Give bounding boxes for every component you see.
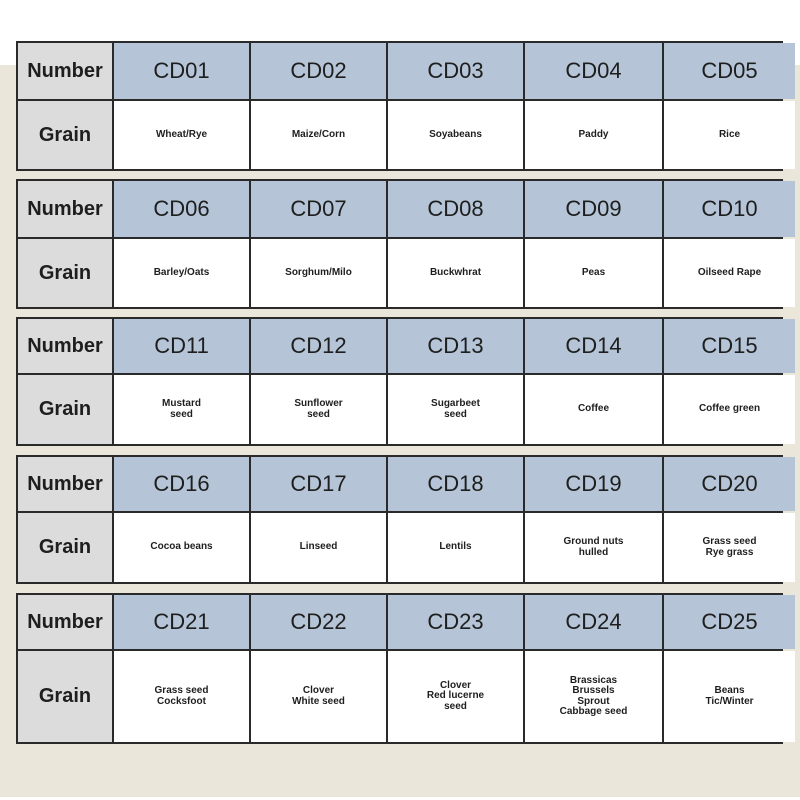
table-block: Number CD16 CD17 CD18 CD19 CD20 Grain Cocoa bea… (16, 455, 795, 584)
code-cell: CD16 (114, 457, 249, 511)
grain-cell: Soyabeans (388, 101, 523, 169)
grain-cell: Coffee (525, 375, 662, 444)
table-block: Number CD11 CD12 CD13 CD14 CD15 Grain Mustard s… (16, 317, 795, 446)
grain-cell: Beans Tic/Winter (664, 651, 795, 742)
grain-cell: Buckwhrat (388, 239, 523, 307)
grain-cell: Rice (664, 101, 795, 169)
grain-cell: Clover White seed (251, 651, 386, 742)
grain-cell: Cocoa beans (114, 513, 249, 582)
grain-cell: Grass seed Cocksfoot (114, 651, 249, 742)
grain-cell: Sugarbeet seed (388, 375, 523, 444)
grain-cell: Wheat/Rye (114, 101, 249, 169)
grain-cell: Linseed (251, 513, 386, 582)
code-cell: CD17 (251, 457, 386, 511)
grain-cell: Mustard seed (114, 375, 249, 444)
code-cell: CD14 (525, 319, 662, 373)
row-label: Grain (18, 101, 112, 169)
code-cell: CD18 (388, 457, 523, 511)
code-cell: CD07 (251, 181, 386, 237)
code-cell: CD12 (251, 319, 386, 373)
grain-cell: Brassicas Brussels Sprout Cabbage seed (525, 651, 662, 742)
row-label: Number (18, 43, 112, 99)
grain-cell: Coffee green (664, 375, 795, 444)
code-cell: CD03 (388, 43, 523, 99)
code-cell: CD19 (525, 457, 662, 511)
code-cell: CD13 (388, 319, 523, 373)
row-label: Grain (18, 651, 112, 742)
code-cell: CD20 (664, 457, 795, 511)
code-cell: CD04 (525, 43, 662, 99)
row-label: Grain (18, 375, 112, 444)
grain-cell: Peas (525, 239, 662, 307)
grain-cell: Barley/Oats (114, 239, 249, 307)
grain-cell: Clover Red lucerne seed (388, 651, 523, 742)
row-label: Number (18, 595, 112, 649)
code-cell: CD21 (114, 595, 249, 649)
code-cell: CD22 (251, 595, 386, 649)
code-cell: CD15 (664, 319, 795, 373)
code-cell: CD25 (664, 595, 795, 649)
row-label: Number (18, 457, 112, 511)
grain-cell: Sorghum/Milo (251, 239, 386, 307)
code-cell: CD11 (114, 319, 249, 373)
table-block: Number CD21 CD22 CD23 CD24 CD25 Grain Grass see… (16, 593, 795, 744)
grain-cell: Ground nuts hulled (525, 513, 662, 582)
row-label: Grain (18, 513, 112, 582)
code-cell: CD01 (114, 43, 249, 99)
grain-cell: Oilseed Rape (664, 239, 795, 307)
code-cell: CD02 (251, 43, 386, 99)
grain-cell: Sunflower seed (251, 375, 386, 444)
grain-cell: Lentils (388, 513, 523, 582)
table-block: Number CD06 CD07 CD08 CD09 CD10 Grain Barley/Oa… (16, 179, 795, 309)
row-label: Number (18, 319, 112, 373)
code-cell: CD24 (525, 595, 662, 649)
code-cell: CD10 (664, 181, 795, 237)
grain-cell: Paddy (525, 101, 662, 169)
row-label: Grain (18, 239, 112, 307)
code-cell: CD08 (388, 181, 523, 237)
code-cell: CD23 (388, 595, 523, 649)
grain-cell: Maize/Corn (251, 101, 386, 169)
code-cell: CD05 (664, 43, 795, 99)
row-label: Number (18, 181, 112, 237)
code-cell: CD06 (114, 181, 249, 237)
code-cell: CD09 (525, 181, 662, 237)
grain-cell: Grass seed Rye grass (664, 513, 795, 582)
table-block: Number CD01 CD02 CD03 CD04 CD05 Grain Wheat/Rye… (16, 41, 795, 171)
